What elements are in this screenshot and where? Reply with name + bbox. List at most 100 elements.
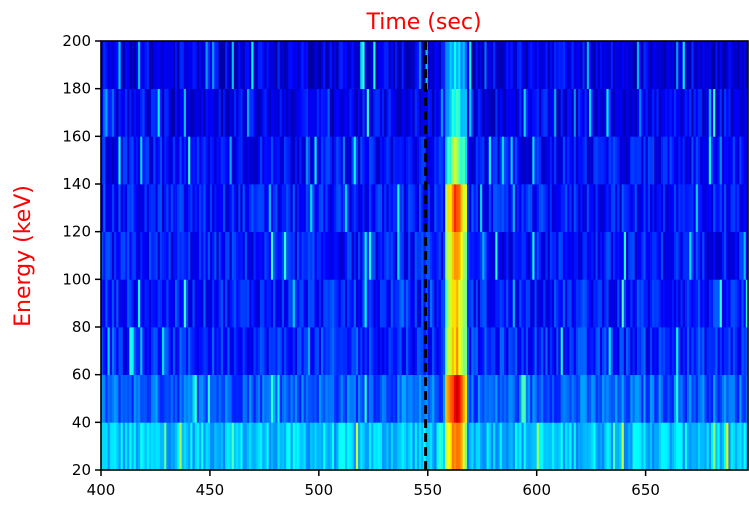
heatmap-cell: [166, 41, 169, 90]
heatmap-cell: [118, 41, 121, 90]
heatmap-cell: [660, 184, 664, 233]
heatmap-cell: [233, 327, 237, 376]
heatmap-cell: [277, 136, 280, 185]
heatmap-cell: [743, 136, 747, 185]
heatmap-cell: [218, 41, 222, 90]
heatmap-cell: [549, 41, 553, 90]
heatmap-cell: [447, 88, 450, 137]
heatmap-cell: [715, 184, 718, 233]
heatmap-cell: [212, 422, 215, 471]
heatmap-cell: [336, 88, 339, 137]
heatmap-cell: [120, 184, 124, 233]
heatmap-cell: [366, 279, 370, 328]
heatmap-cell: [506, 422, 509, 471]
heatmap-cell: [181, 88, 185, 137]
heatmap-cell: [453, 279, 457, 328]
heatmap-cell: [453, 41, 457, 90]
heatmap-cell: [549, 136, 553, 185]
heatmap-cell: [103, 279, 106, 328]
heatmap-cell: [373, 231, 376, 280]
heatmap-cell: [403, 422, 407, 471]
heatmap-cell: [321, 422, 324, 471]
heatmap-cell: [135, 136, 139, 185]
heatmap-cell: [706, 327, 710, 376]
heatmap-cell: [691, 374, 694, 423]
heatmap-cell: [684, 41, 688, 90]
heatmap-cell: [281, 279, 285, 328]
heatmap-cell: [506, 184, 509, 233]
heatmap-cell: [371, 422, 374, 471]
heatmap-cell: [401, 184, 405, 233]
heatmap-cell: [734, 374, 738, 423]
heatmap-cell: [375, 231, 379, 280]
heatmap-cell: [212, 327, 215, 376]
heatmap-cell: [260, 184, 263, 233]
heatmap-cell: [673, 327, 677, 376]
heatmap-cell: [410, 184, 413, 233]
heatmap-cell: [266, 279, 270, 328]
heatmap-cell: [423, 41, 426, 90]
heatmap-cell: [144, 88, 148, 137]
heatmap-cell: [549, 374, 553, 423]
heatmap-cell: [270, 41, 274, 90]
heatmap-cell: [236, 231, 239, 280]
heatmap-cell: [303, 88, 307, 137]
heatmap-cell: [148, 231, 152, 280]
heatmap-cell: [438, 184, 442, 233]
heatmap-cell: [654, 422, 657, 471]
heatmap-cell: [586, 136, 590, 185]
heatmap-cell: [713, 422, 716, 471]
heatmap-cell: [682, 88, 686, 137]
heatmap-cell: [615, 184, 618, 233]
heatmap-cell: [358, 279, 361, 328]
heatmap-cell: [138, 136, 141, 185]
heatmap-cell: [297, 279, 300, 328]
heatmap-cell: [606, 231, 609, 280]
heatmap-cell: [279, 279, 283, 328]
heatmap-cell: [395, 136, 398, 185]
heatmap-cell: [480, 41, 483, 90]
heatmap-cell: [203, 279, 206, 328]
heatmap-cell: [565, 231, 568, 280]
heatmap-cell: [604, 231, 607, 280]
heatmap-cell: [349, 136, 352, 185]
heatmap-cell: [488, 136, 492, 185]
heatmap-cell: [429, 136, 433, 185]
heatmap-cell: [434, 374, 437, 423]
heatmap-cell: [445, 279, 448, 328]
heatmap-cell: [386, 88, 389, 137]
heatmap-cell: [693, 88, 697, 137]
heatmap-cell: [717, 88, 721, 137]
heatmap-cell: [586, 88, 590, 137]
y-tick-label: 140: [62, 175, 91, 193]
heatmap-cell: [453, 184, 457, 233]
heatmap-cell: [499, 422, 503, 471]
heatmap-cell: [111, 422, 115, 471]
heatmap-cell: [593, 136, 596, 185]
heatmap-cell: [133, 327, 137, 376]
heatmap-cell: [693, 136, 697, 185]
heatmap-cell: [693, 41, 697, 90]
heatmap-cell: [665, 41, 668, 90]
heatmap-cell: [290, 374, 294, 423]
heatmap-cell: [719, 231, 723, 280]
heatmap-cell: [514, 374, 518, 423]
heatmap-cell: [338, 327, 341, 376]
heatmap-cell: [617, 422, 620, 471]
heatmap-cell: [410, 374, 413, 423]
heatmap-cell: [103, 88, 106, 137]
heatmap-cell: [737, 327, 740, 376]
heatmap-cell: [368, 422, 372, 471]
heatmap-cell: [641, 422, 644, 471]
heatmap-cell: [510, 184, 514, 233]
heatmap-cell: [318, 231, 322, 280]
heatmap-cell: [305, 327, 309, 376]
heatmap-cell: [604, 41, 607, 90]
heatmap-cell: [440, 184, 444, 233]
heatmap-cell: [416, 422, 420, 471]
heatmap-cell: [419, 374, 422, 423]
heatmap-cell: [462, 184, 466, 233]
heatmap-cell: [194, 88, 198, 137]
heatmap-cell: [449, 422, 453, 471]
heatmap-cell: [229, 422, 233, 471]
